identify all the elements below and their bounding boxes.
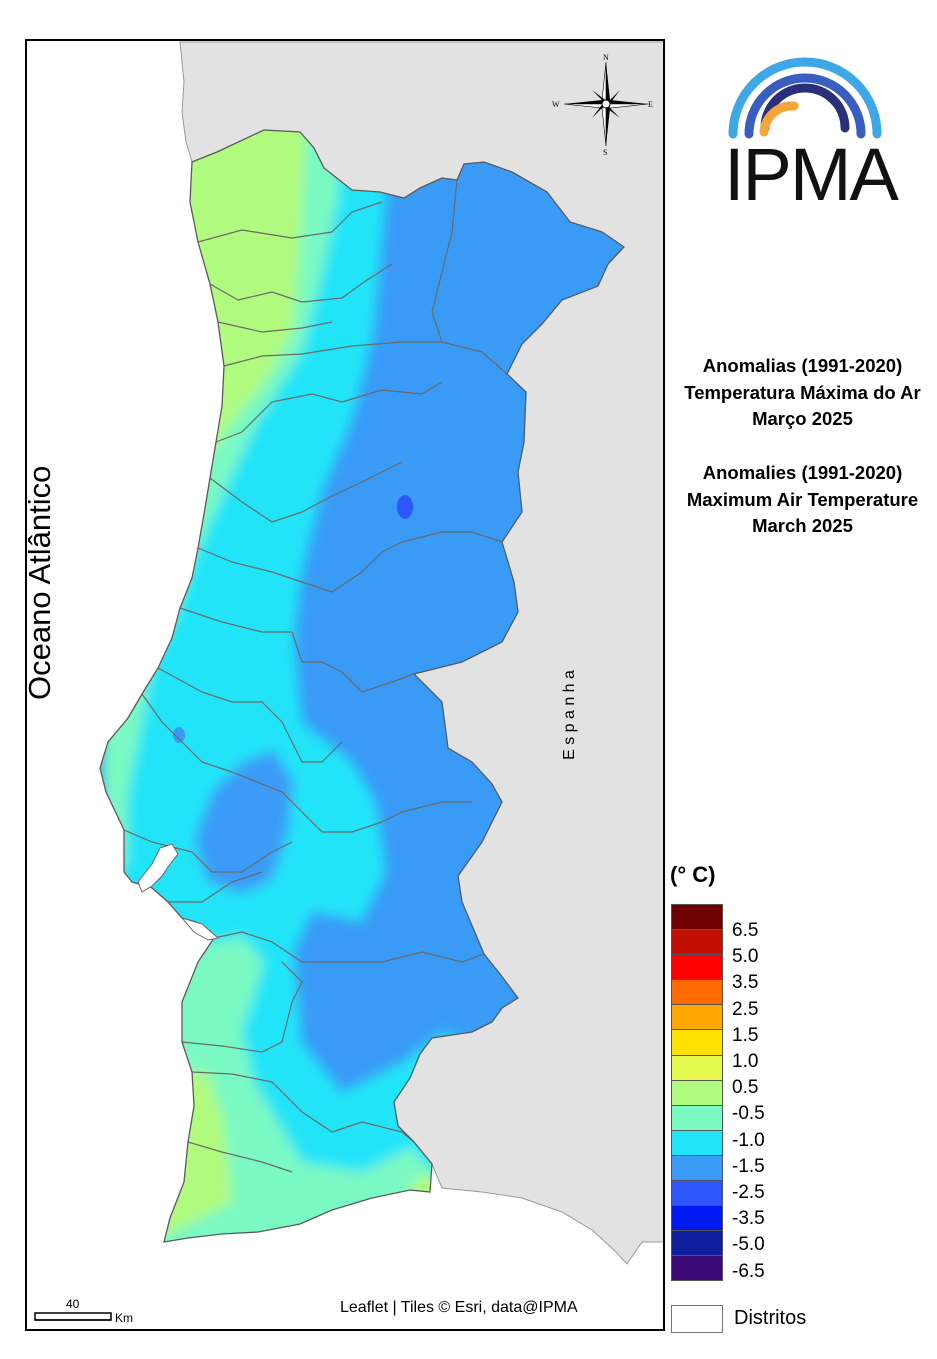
- legend-swatch: [671, 1104, 723, 1131]
- title-pt-line2: Temperatura Máxima do Ar: [684, 381, 921, 403]
- compass-s: S: [603, 148, 607, 157]
- legend-swatch: [671, 1230, 723, 1257]
- title-en-line3: March 2025: [752, 515, 853, 536]
- scale-value: 40: [66, 1297, 80, 1311]
- legend-label: 6.5: [732, 920, 759, 941]
- legend-label: 1.0: [732, 1051, 759, 1072]
- map-title-english: Anomalies (1991-2020) Maximum Air Temper…: [668, 460, 937, 540]
- title-pt-line3: Março 2025: [752, 408, 853, 429]
- band-minus-3-5-spot-west: [173, 727, 185, 743]
- district-borders: [123, 179, 508, 1173]
- legend-color-bar: [671, 904, 723, 1282]
- compass-w: W: [552, 100, 560, 109]
- legend-swatch: [671, 1079, 723, 1106]
- legend-label: -0.5: [732, 1103, 765, 1125]
- title-en-line1: Anomalies (1991-2020): [702, 462, 903, 483]
- band-minus-3-5-spot-north: [397, 495, 413, 519]
- legend-swatch: [671, 1029, 723, 1056]
- distritos-label: Distritos: [734, 1307, 807, 1329]
- legend-swatch: [671, 1129, 723, 1156]
- map-canvas[interactable]: N S E W: [27, 41, 665, 1331]
- compass-e: E: [648, 100, 653, 109]
- distritos-swatch: [671, 1305, 723, 1333]
- legend-label: 3.5: [732, 972, 759, 994]
- ipma-logo-text: IPMA: [724, 133, 899, 216]
- legend-title: (° C): [670, 862, 716, 887]
- map-title-portuguese: Anomalias (1991-2020) Temperatura Máxima…: [668, 353, 937, 433]
- legend-label: -2.5: [732, 1182, 765, 1203]
- legend-label: -5.0: [732, 1234, 765, 1256]
- map-attribution[interactable]: Leaflet | Tiles © Esri, data@IPMA: [334, 1297, 584, 1319]
- country-label: E s p a n h a: [560, 670, 578, 760]
- legend-swatch: [671, 1205, 723, 1232]
- map-frame[interactable]: N S E W: [25, 39, 665, 1331]
- legend-label: -1.0: [732, 1129, 765, 1151]
- title-en-line2: Maximum Air Temperature: [686, 488, 919, 510]
- sado-estuary: [180, 917, 220, 941]
- legend-swatch: [671, 1180, 723, 1207]
- scale-bar: [34, 1312, 112, 1321]
- legend-swatch: [671, 1004, 723, 1031]
- legend-swatch: [671, 954, 723, 981]
- legend-swatch: [671, 1255, 723, 1282]
- title-pt-line1: Anomalias (1991-2020): [702, 355, 903, 376]
- legend-label: 0.5: [732, 1077, 759, 1099]
- ocean-label: Oceano Atlântico: [22, 465, 57, 700]
- legend-label: 5.0: [732, 946, 759, 968]
- legend-swatch: [671, 1054, 723, 1081]
- legend-label: 1.5: [732, 1024, 759, 1046]
- scale-unit: Km: [115, 1311, 133, 1325]
- legend-label: 2.5: [732, 998, 759, 1020]
- tejo-estuary: [137, 843, 179, 893]
- legend-swatch: [671, 904, 723, 931]
- portugal-outline: [99, 129, 625, 1243]
- band-minus-2-5-center: [194, 750, 294, 894]
- legend-label: -1.5: [732, 1155, 765, 1177]
- legend-swatch: [671, 979, 723, 1006]
- legend-swatch: [671, 929, 723, 956]
- ipma-logo-arcs: [728, 57, 882, 139]
- compass-n: N: [603, 53, 609, 62]
- legend-swatch: [671, 1154, 723, 1182]
- legend-label: -6.5: [732, 1260, 765, 1282]
- legend-label: -3.5: [732, 1208, 765, 1230]
- compass-icon: N S E W: [552, 53, 653, 157]
